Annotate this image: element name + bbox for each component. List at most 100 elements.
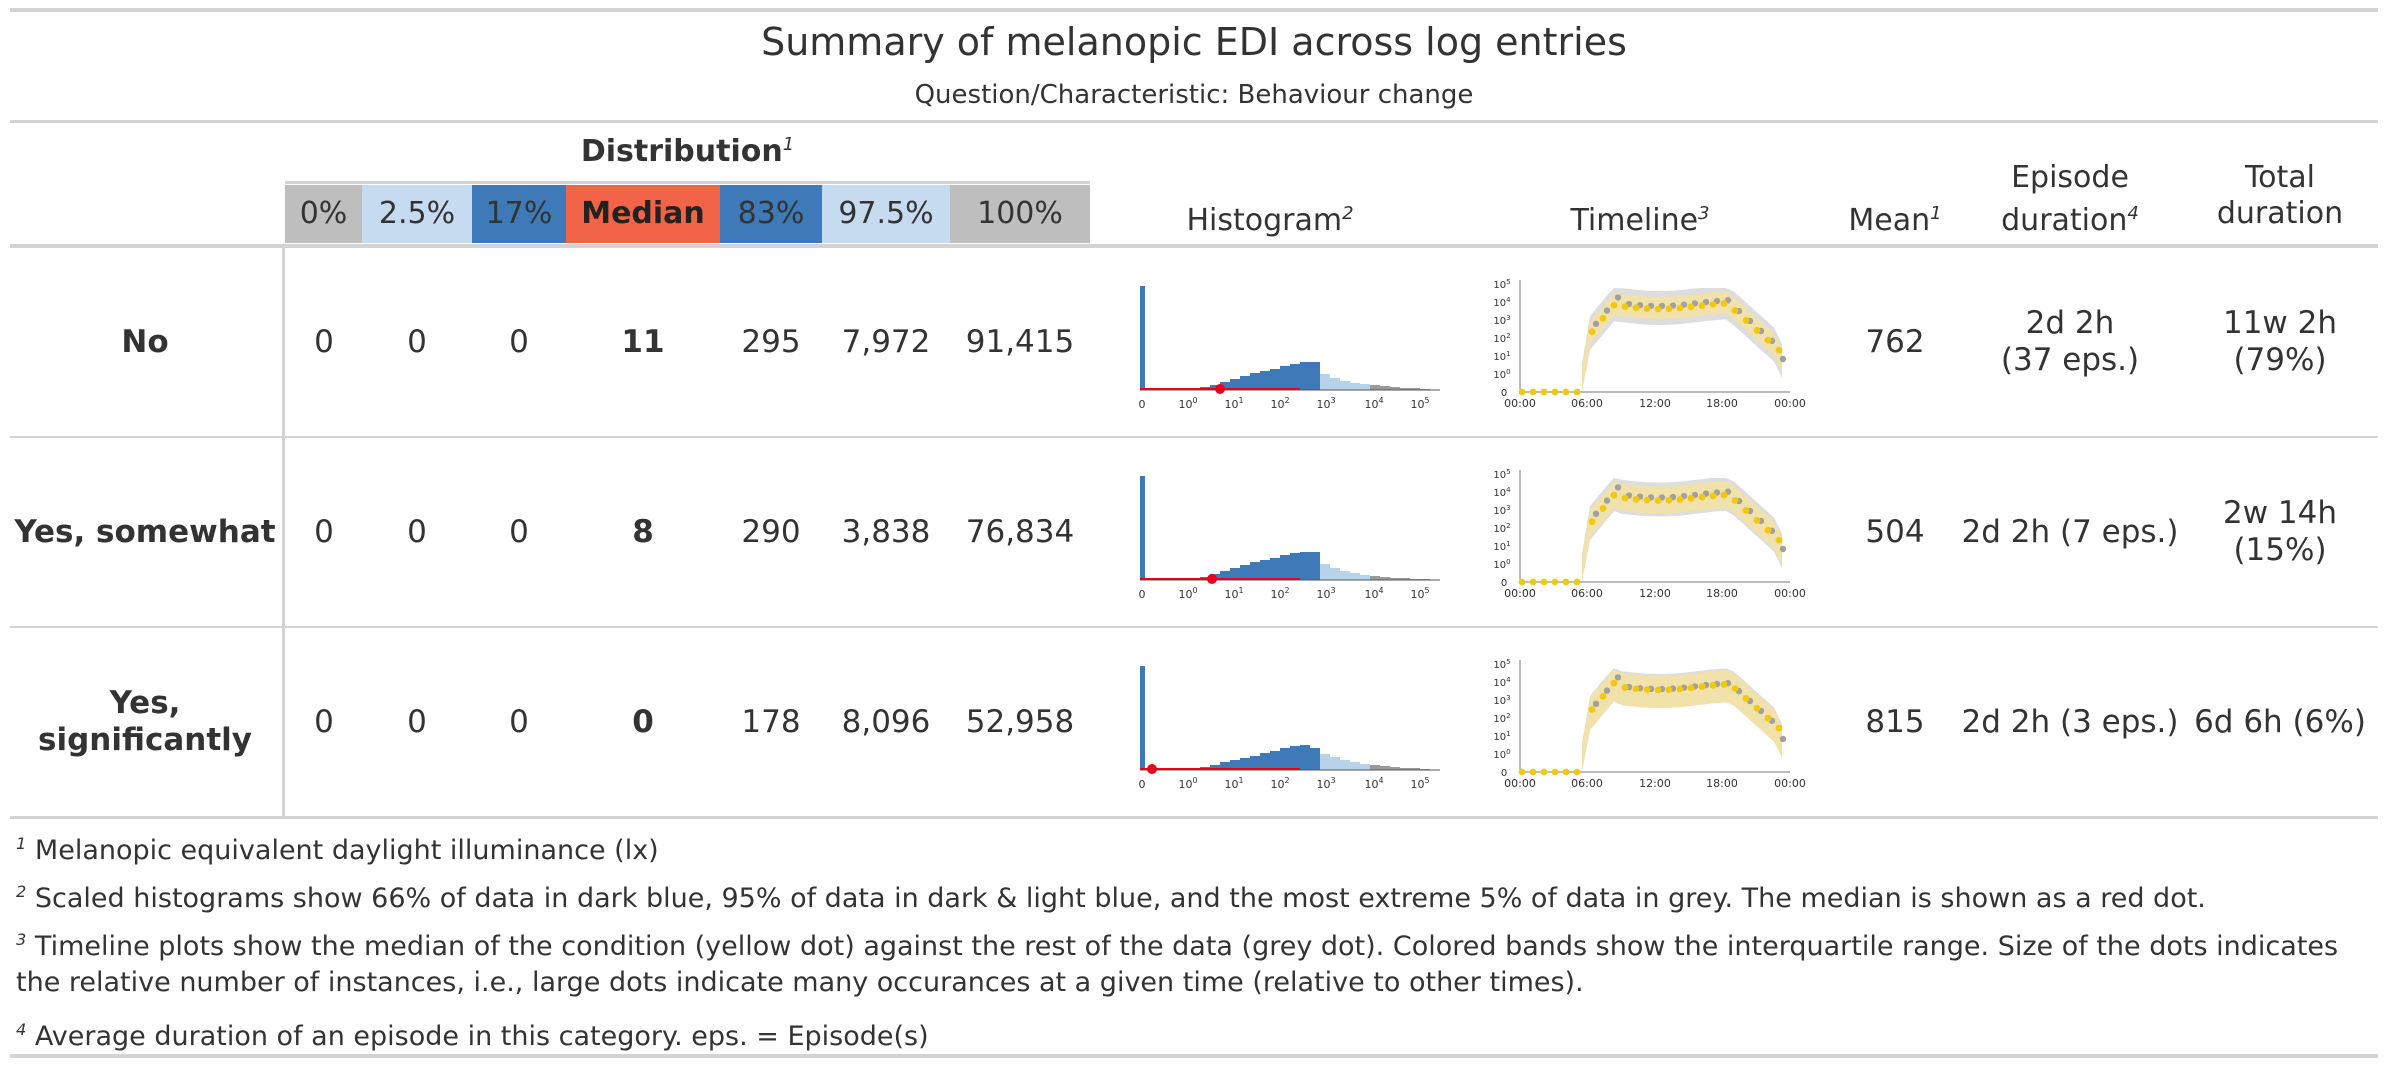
footnote-3: 3 Timeline plots show the median of the … bbox=[16, 922, 2376, 1001]
episode-duration-value: 2d 2h (3 eps.) bbox=[1960, 628, 2180, 816]
total-duration-line2: (79%) bbox=[2233, 342, 2327, 378]
mean-value: 762 bbox=[1865, 323, 1925, 360]
header-bottom-border bbox=[10, 244, 2378, 248]
hist-bar bbox=[1290, 553, 1300, 580]
timeline-y-exp: 4 bbox=[1506, 676, 1511, 684]
timeline-median-dot bbox=[1654, 497, 1662, 504]
total-header-line1: Total bbox=[2244, 160, 2316, 195]
timeline-y-exp: 5 bbox=[1506, 468, 1510, 476]
quantile-header-5: 97.5% bbox=[822, 185, 950, 243]
hist-bar bbox=[1380, 766, 1390, 770]
timeline-median-dot bbox=[1676, 496, 1684, 503]
timeline-median-dot bbox=[1562, 388, 1570, 396]
total-duration-value: 2w 14h (15%) bbox=[2180, 438, 2380, 626]
timeline-y-exp: 0 bbox=[1506, 558, 1510, 566]
timeline-grey-dot bbox=[1603, 497, 1611, 504]
episode-duration-value: 2d 2h (7 eps.) bbox=[1960, 438, 2180, 626]
hist-tick-label: 104 bbox=[1364, 776, 1383, 791]
hist-tick-exp: 3 bbox=[1330, 586, 1335, 595]
footnote-text: Timeline plots show the median of the co… bbox=[16, 931, 2339, 998]
timeline-median-dot bbox=[1709, 492, 1717, 500]
hist-bar bbox=[1380, 577, 1390, 580]
mean-header-label: Mean bbox=[1848, 203, 1931, 238]
hist-tick-label: 104 bbox=[1364, 396, 1383, 411]
timeline-y-label: 104 bbox=[1493, 676, 1511, 689]
timeline-median-dot bbox=[1698, 493, 1706, 501]
timeline-median-dot bbox=[1632, 304, 1640, 312]
timeline-median-dot bbox=[1588, 518, 1596, 525]
timeline-median-dot bbox=[1764, 714, 1772, 722]
total-duration-line1: 11w 2h bbox=[2222, 305, 2338, 341]
quantile-value-6: 52,958 bbox=[965, 703, 1075, 740]
timeline-yellow-band bbox=[1582, 291, 1782, 392]
timeline-median-dot bbox=[1529, 768, 1537, 776]
timeline-y-label: 100 bbox=[1493, 368, 1510, 381]
hist-bar bbox=[1320, 754, 1330, 770]
timeline-x-label: 06:00 bbox=[1571, 777, 1603, 790]
timeline-y-label: 104 bbox=[1493, 296, 1511, 309]
timeline-y-exp: 1 bbox=[1506, 730, 1510, 738]
hist-bar bbox=[1310, 552, 1320, 580]
timeline-x-label: 18:00 bbox=[1706, 397, 1738, 410]
hist-tick-label: 104 bbox=[1364, 586, 1383, 601]
hist-tick-exp: 2 bbox=[1284, 586, 1289, 595]
timeline-y-label: 105 bbox=[1493, 468, 1510, 481]
hist-bar bbox=[1400, 578, 1410, 580]
timeline-median-dot bbox=[1720, 491, 1728, 499]
hist-tick-label: 100 bbox=[1178, 776, 1197, 791]
timeline-median-dot bbox=[1610, 491, 1618, 499]
timeline-y-exp: 5 bbox=[1506, 658, 1510, 666]
hist-tick-label: 105 bbox=[1410, 586, 1429, 601]
timeline-y-label: 101 bbox=[1493, 730, 1510, 743]
footnote-4: 4 Average duration of an episode in this… bbox=[16, 1012, 2376, 1055]
timeline-x-label: 12:00 bbox=[1639, 397, 1671, 410]
total-duration-line2: (15%) bbox=[2233, 532, 2327, 568]
timeline-median-dot bbox=[1599, 693, 1607, 700]
hist-bar bbox=[1400, 388, 1410, 390]
hist-bar bbox=[1140, 286, 1145, 390]
hist-bar bbox=[1320, 374, 1330, 390]
distribution-label: Distribution bbox=[580, 134, 783, 169]
quantile-header-2: 17% bbox=[472, 185, 566, 243]
hist-bar bbox=[1300, 362, 1310, 390]
hist-tick-label: 103 bbox=[1316, 776, 1335, 791]
episode-header: Episode duration4 bbox=[1960, 160, 2180, 239]
timeline-y-exp: 3 bbox=[1506, 314, 1510, 322]
timeline-median-dot bbox=[1764, 336, 1772, 344]
hist-median-dot bbox=[1207, 574, 1217, 584]
hist-tick-label: 102 bbox=[1270, 396, 1289, 411]
timeline-median-dot bbox=[1753, 704, 1761, 712]
hist-tick-exp: 3 bbox=[1330, 776, 1335, 785]
hist-tick-label: 0 bbox=[1139, 778, 1146, 791]
hist-bar bbox=[1410, 768, 1420, 770]
hist-bar bbox=[1230, 760, 1240, 770]
total-duration-line1: 2w 14h bbox=[2222, 495, 2338, 531]
episode-header-line1: Episode bbox=[2011, 160, 2129, 195]
row-separator bbox=[10, 436, 2378, 438]
quantile-value-0: 0 bbox=[314, 513, 334, 550]
quantile-value-1: 0 bbox=[407, 703, 427, 740]
header-top-border bbox=[10, 120, 2378, 123]
timeline-median-dot bbox=[1665, 305, 1673, 313]
timeline-median-dot bbox=[1742, 507, 1750, 514]
timeline-header: Timeline3 bbox=[1470, 196, 1810, 239]
hist-bar bbox=[1140, 476, 1145, 580]
hist-bar bbox=[1330, 757, 1340, 770]
timeline-y-label: 104 bbox=[1493, 486, 1511, 499]
timeline-x-label: 12:00 bbox=[1639, 777, 1671, 790]
total-header-line2: duration bbox=[2216, 196, 2344, 231]
timeline-median-dot bbox=[1764, 526, 1772, 534]
hist-bar bbox=[1400, 768, 1410, 770]
timeline-y-exp: 2 bbox=[1506, 712, 1510, 720]
hist-bar bbox=[1140, 666, 1145, 770]
hist-tick-exp: 1 bbox=[1238, 586, 1243, 595]
episode-duration-line1: 2d 2h (3 eps.) bbox=[1961, 703, 2179, 740]
row-label: Yes, significantly bbox=[10, 628, 280, 816]
timeline-median-dot bbox=[1654, 305, 1662, 313]
timeline-y-exp: 3 bbox=[1506, 504, 1510, 512]
hist-median-dot bbox=[1215, 384, 1225, 394]
hist-tick-label: 0 bbox=[1139, 588, 1146, 601]
hist-bar bbox=[1320, 564, 1330, 580]
timeline-y-label: 103 bbox=[1493, 694, 1510, 707]
